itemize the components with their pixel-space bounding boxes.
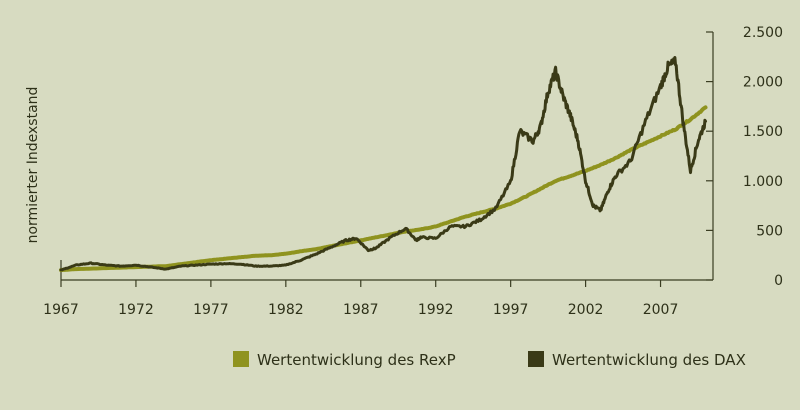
dax-series-line (59, 56, 707, 272)
axes: 1967 1972 1977 1982 1987 1992 1997 2002 2007 0 500… (43, 25, 783, 318)
rexp-series-line (59, 105, 708, 273)
x-tick-label: 1967 (43, 302, 79, 318)
x-tick-label: 1987 (343, 302, 379, 318)
x-tick-label: 2002 (568, 302, 604, 318)
legend-swatch-rexp (233, 351, 249, 367)
y-tick-label: 500 (756, 223, 783, 239)
y-tick-label: 0 (774, 273, 783, 289)
y-tick-label: 1.500 (743, 124, 783, 140)
y-tick-label: 2.500 (743, 25, 783, 41)
x-tick-label: 2007 (643, 302, 679, 318)
legend-swatch-dax (528, 351, 544, 367)
x-tick-label: 1992 (418, 302, 454, 318)
legend-label-dax: Wertentwicklung des DAX (552, 351, 746, 369)
x-tick-label: 1977 (193, 302, 229, 318)
y-axis-label: normierter Indexstand (25, 87, 41, 244)
y-tick-label: 2.000 (743, 75, 783, 91)
legend-label-rexp: Wertentwicklung des RexP (257, 351, 456, 369)
x-tick-label: 1982 (268, 302, 304, 318)
x-tick-label: 1972 (118, 302, 154, 318)
x-tick-label: 1997 (493, 302, 529, 318)
legend: Wertentwicklung des RexP Wertentwicklung … (233, 351, 746, 369)
y-tick-label: 1.000 (743, 174, 783, 190)
series-layer (59, 56, 708, 273)
